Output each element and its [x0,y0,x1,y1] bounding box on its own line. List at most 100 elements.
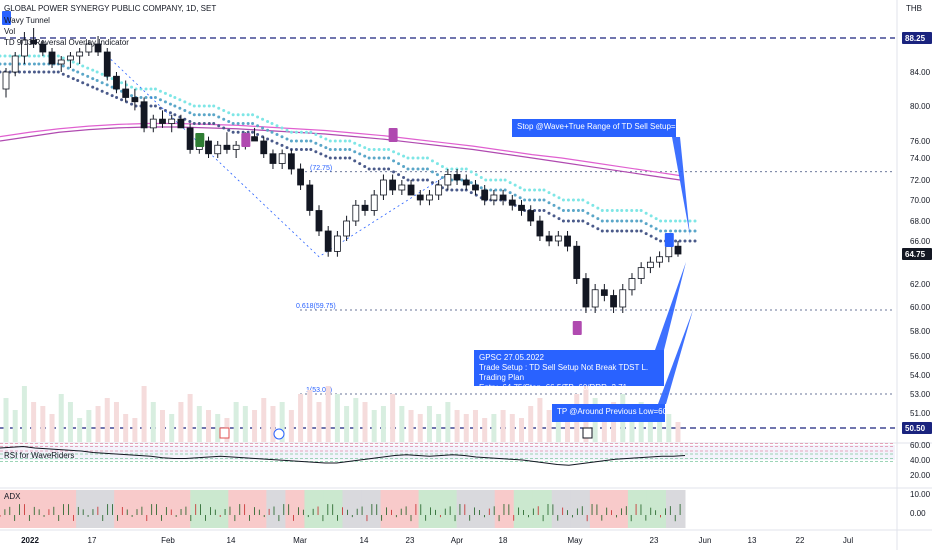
tunnel-dot-inner [270,139,274,143]
tunnel-dot-inner [367,167,371,171]
tunnel-dot-mid [625,219,629,223]
volume-bar [371,410,377,442]
volume-bar [77,418,83,442]
tunnel-dot-inner [377,167,381,171]
stop-callout[interactable]: Stop @Wave+True Range of TD Sell Setup=6… [512,119,691,137]
tunnel-dot-mid [333,148,337,151]
tunnel-dot-mid [513,193,517,197]
tunnel-dot-mid [479,186,483,190]
tunnel-dot-outer [576,198,580,202]
volume-bar [113,402,119,442]
tunnel-dot-mid [397,162,401,166]
tunnel-dot-mid [37,62,41,66]
volume-bar [546,410,552,442]
price-badge-label: 88.25 [905,34,926,43]
tunnel-dot-mid [693,229,697,233]
volume-bar [325,386,331,442]
volume-bar [334,394,340,442]
candle-body [554,235,562,242]
volume-bar [49,414,55,442]
event-marker-earnings [219,427,230,439]
tunnel-dot-outer [596,206,600,210]
tunnel-dot-mid [314,141,318,145]
tunnel-dot-outer [460,167,464,171]
tp-callout[interactable]: TP @Around Previous Low=60.0 [552,404,674,422]
tunnel-dot-mid [591,214,595,218]
candle-body [140,101,148,129]
adx-bg-segment [228,490,248,528]
tunnel-dot-outer [489,178,493,182]
candle-body [453,174,461,181]
symbol-title: GLOBAL POWER SYNERGY PUBLIC COMPANY, 1D,… [4,4,217,13]
tunnel-dot-mid [280,135,284,139]
tunnel-dot-outer [324,137,328,141]
tunnel-dot-outer [8,54,12,58]
candle-body [57,59,65,65]
indicator-volume[interactable]: Vol [4,27,16,36]
tunnel-dot-inner [47,70,51,74]
adx-tick-label: 10.00 [910,490,931,499]
volume-bar [67,402,73,442]
candle-body [527,210,535,222]
volume-bar [491,414,497,442]
volume-bar [629,406,635,442]
volume-bar [601,406,607,442]
indicator-wavy-tunnel[interactable]: Wavy Tunnel [4,16,50,25]
candle-body [251,136,258,142]
rsi-pane-title[interactable]: RSI for WaveRiders [4,451,75,460]
tunnel-dot-outer [139,87,143,91]
tunnel-dot-outer [266,120,270,124]
tunnel-dot-mid [76,70,80,74]
candle-body [426,194,433,201]
price-tick-label: 54.00 [910,371,931,380]
time-axis-label: 18 [499,536,508,545]
tunnel-dot-outer [256,115,260,119]
tunnel-dot-mid [27,62,31,66]
tunnel-dot-outer [367,148,371,151]
tunnel-dot-inner [95,87,99,91]
tunnel-dot-inner [105,91,109,95]
price-tick-label: 74.00 [910,154,931,163]
tunnel-dot-inner [620,229,624,233]
tunnel-dot-inner [392,170,396,174]
tunnel-dot-mid [183,109,187,113]
tunnel-dot-inner [319,152,323,156]
tunnel-dot-inner [227,128,231,132]
price-badge [902,32,932,44]
tunnel-dot-mid [17,62,21,66]
trade-plan-entry: Trading Plan Entry=64.75/Stop=66.5/TP=60… [479,373,628,392]
tunnel-dot-outer [494,178,498,182]
tunnel-dot-outer [188,102,192,106]
volume-bar [141,386,147,442]
tunnel-dot-outer [294,130,298,134]
adx-pane-title[interactable]: ADX [4,492,21,501]
candle-body [48,51,56,65]
volume-bar [58,394,64,442]
tunnel-dot-outer [32,54,36,58]
tunnel-dot-inner [630,229,634,233]
candle-body [39,43,47,53]
tunnel-dot-mid [168,102,172,106]
tunnel-dot-outer [261,117,265,121]
tunnel-dot-outer [183,100,187,104]
tunnel-dot-mid [644,222,648,226]
tunnel-dot-inner [683,239,687,243]
tunnel-dot-outer [533,188,537,192]
indicator-td-reversal[interactable]: TD 9/13 Reversal Overlay Indicator [4,38,129,47]
tunnel-dot-inner [309,148,313,151]
tunnel-dot-inner [207,122,211,125]
tunnel-dot-inner [280,143,284,147]
trade-plan-callout[interactable]: GPSC 27.05.2022 Trade Setup : TD Sell Se… [474,350,664,392]
tunnel-dot-inner [42,70,46,74]
time-axis-label: 13 [748,536,757,545]
rsi-band [0,445,895,460]
tunnel-dot-outer [192,104,196,108]
volume-bar [519,418,525,442]
tunnel-dot-mid [363,154,367,158]
tunnel-dot-outer [309,130,313,134]
tunnel-dot-mid [202,113,206,117]
volume-bar [426,406,432,442]
tunnel-dot-inner [299,148,303,151]
volume-bar [252,410,258,442]
